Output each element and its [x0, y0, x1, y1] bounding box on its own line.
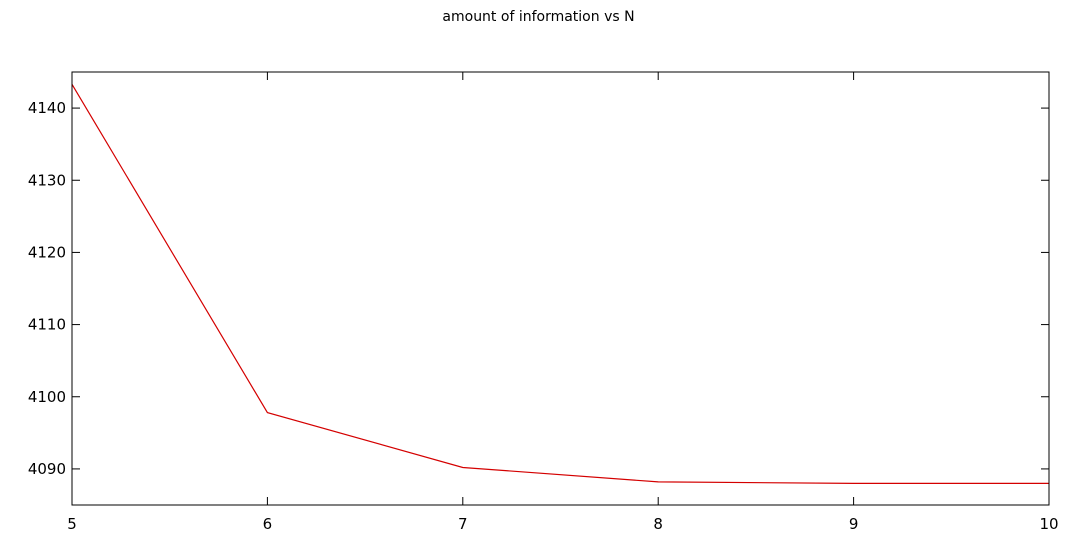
tick-labels: 4090 4100 4110 4120 4130 4140 5 6 7 8 9 10: [28, 99, 1059, 533]
x-tick-label: 6: [263, 515, 273, 533]
y-tick-label: 4140: [28, 99, 66, 117]
series-layer: [71, 83, 1049, 484]
y-tick-label: 4100: [28, 388, 66, 406]
y-tick-label: 4090: [28, 460, 66, 478]
x-tick-label: 10: [1039, 515, 1058, 533]
y-tick-label: 4130: [28, 171, 66, 189]
x-tick-label: 5: [67, 515, 77, 533]
y-tick-label: 4110: [28, 316, 66, 334]
x-tick-label: 7: [458, 515, 468, 533]
y-tick-label: 4120: [28, 243, 66, 261]
x-tick-label: 9: [849, 515, 859, 533]
x-tick-label: 8: [653, 515, 663, 533]
ticks-layer: [71, 72, 1050, 505]
series-line: [71, 83, 1049, 484]
plot-frame: [71, 71, 1050, 506]
chart-title: amount of information vs N: [442, 9, 635, 25]
